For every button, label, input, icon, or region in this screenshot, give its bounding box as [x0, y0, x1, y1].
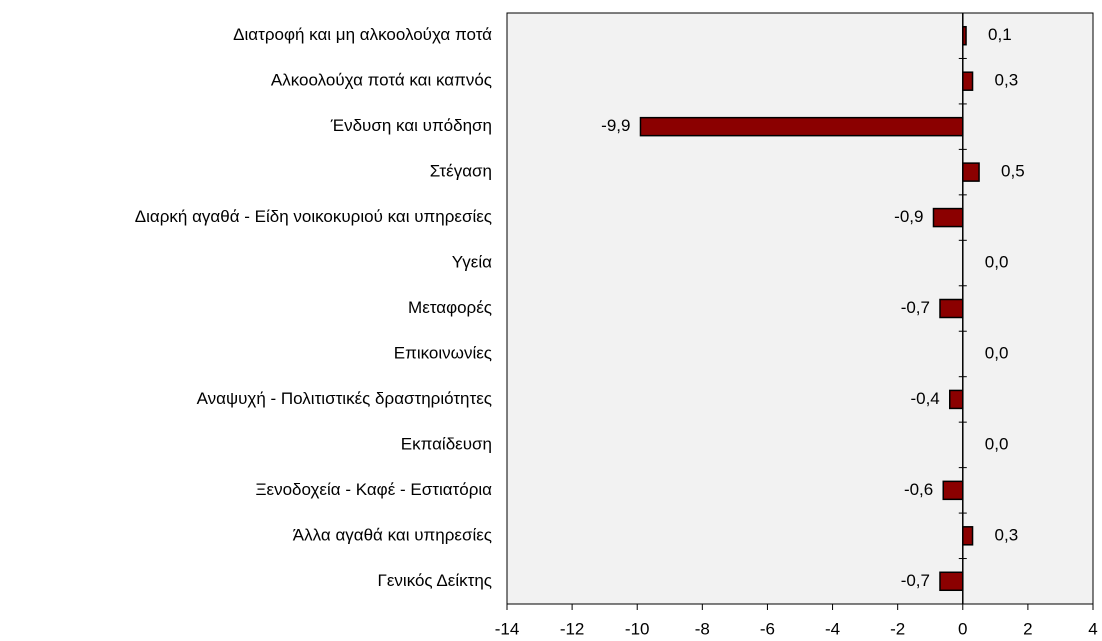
value-label: -9,9 — [601, 116, 630, 135]
bar — [942, 480, 964, 501]
value-label: -0,6 — [904, 480, 933, 499]
x-tick-label: 0 — [958, 619, 967, 638]
category-label: Αλκοολούχα ποτά και καπνός — [271, 71, 492, 90]
plot-area — [506, 12, 1094, 605]
category-label: Στέγαση — [430, 162, 492, 181]
category-label: Μεταφορές — [408, 298, 492, 317]
category-label: Διατροφή και μη αλκοολούχα ποτά — [233, 25, 492, 44]
x-tick-label: -4 — [825, 619, 840, 638]
x-tick-label: 2 — [1023, 619, 1032, 638]
value-label: 0,0 — [985, 343, 1009, 362]
value-label: 0,3 — [995, 525, 1019, 544]
value-label: -0,9 — [894, 207, 923, 226]
x-tick-label: -14 — [495, 619, 520, 638]
category-label: Άλλα αγαθά και υπηρεσίες — [293, 525, 492, 544]
bar — [962, 526, 974, 546]
x-tick-label: 4 — [1088, 619, 1097, 638]
x-tick-label: -12 — [560, 619, 585, 638]
value-label: -0,7 — [901, 298, 930, 317]
bar — [939, 298, 964, 319]
x-tick-label: -8 — [695, 619, 710, 638]
category-label: Υγεία — [452, 253, 492, 272]
x-tick-label: -10 — [625, 619, 650, 638]
bar — [962, 71, 974, 91]
category-label: Αναψυχή - Πολιτιστικές δραστηριότητες — [197, 389, 492, 408]
category-label: Ένδυση και υπόδηση — [330, 116, 492, 135]
bar — [949, 389, 964, 410]
value-label: 0,0 — [985, 434, 1009, 453]
x-tick-label: -2 — [890, 619, 905, 638]
value-label: -0,4 — [910, 389, 939, 408]
category-label: Διαρκή αγαθά - Είδη νοικοκυριού και υπηρ… — [135, 207, 492, 226]
x-tick-label: -6 — [760, 619, 775, 638]
value-label: 0,3 — [995, 71, 1019, 90]
value-label: -0,7 — [901, 571, 930, 590]
value-label: 0,1 — [988, 25, 1012, 44]
category-label: Ξενοδοχεία - Καφέ - Εστιατόρια — [255, 480, 492, 499]
bar — [639, 116, 964, 137]
bar — [939, 571, 964, 592]
value-label: 0,0 — [985, 253, 1009, 272]
category-label: Εκπαίδευση — [401, 434, 492, 453]
bar — [932, 207, 964, 228]
category-label: Επικοινωνίες — [394, 343, 492, 362]
value-label: 0,5 — [1001, 162, 1025, 181]
bar — [962, 162, 980, 182]
category-label: Γενικός Δείκτης — [377, 571, 492, 590]
